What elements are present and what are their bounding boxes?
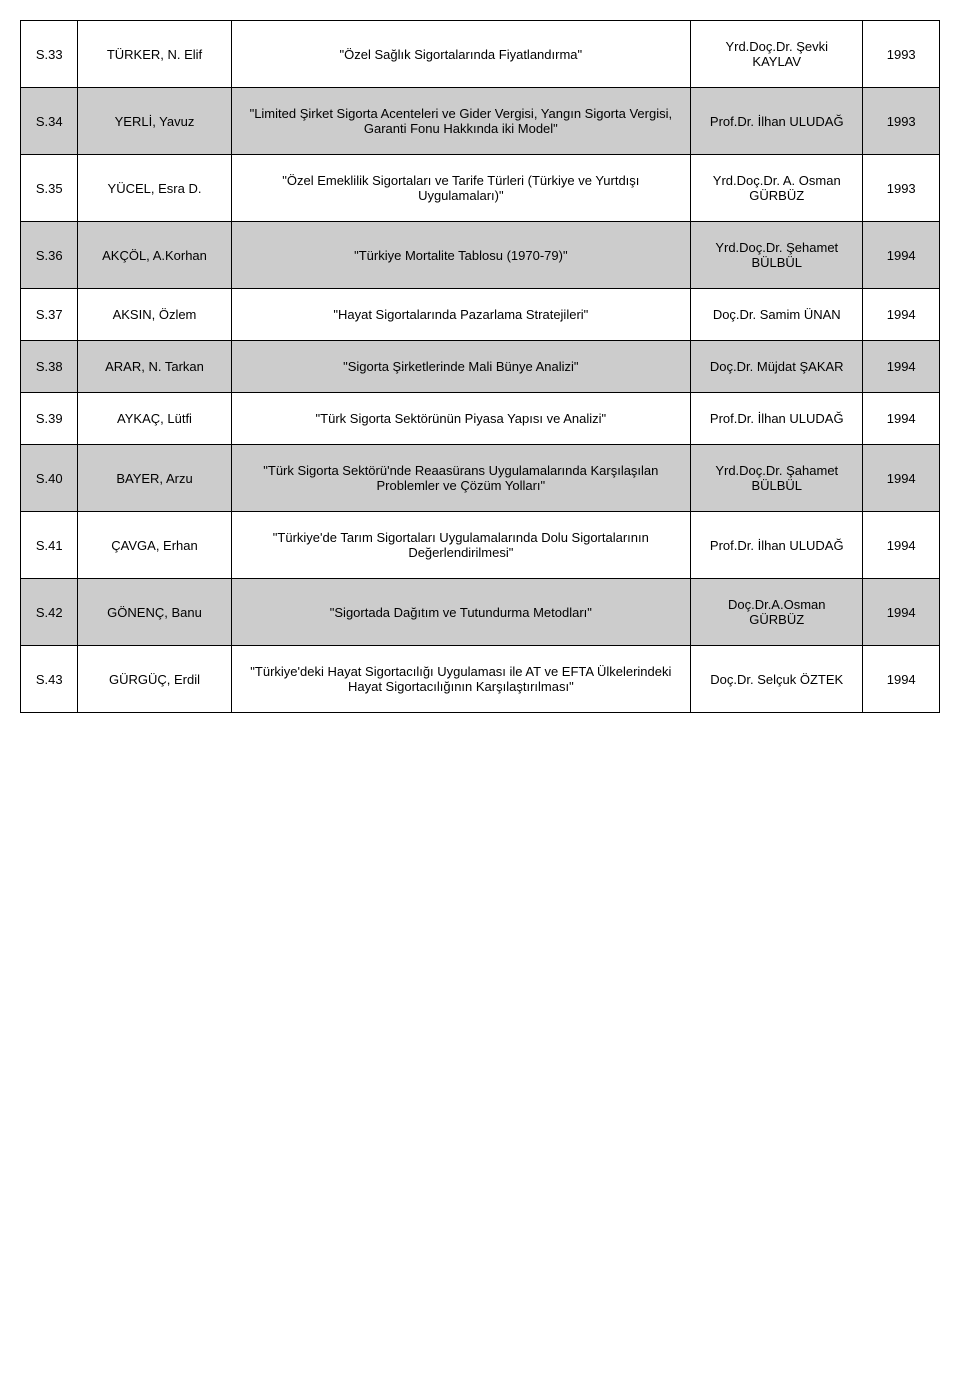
cell-title: "Limited Şirket Sigorta Acenteleri ve Gi… [231,88,691,155]
table-row: S.40BAYER, Arzu"Türk Sigorta Sektörü'nde… [21,445,940,512]
cell-year: 1994 [863,222,940,289]
cell-title: "Özel Emeklilik Sigortaları ve Tarife Tü… [231,155,691,222]
cell-year: 1993 [863,88,940,155]
cell-advisor: Yrd.Doç.Dr. Şahamet BÜLBÜL [691,445,863,512]
cell-title: "Hayat Sigortalarında Pazarlama Strateji… [231,289,691,341]
cell-id: S.36 [21,222,78,289]
cell-id: S.41 [21,512,78,579]
table-row: S.37AKSIN, Özlem"Hayat Sigortalarında Pa… [21,289,940,341]
cell-year: 1993 [863,155,940,222]
cell-title: "Türk Sigorta Sektörünün Piyasa Yapısı v… [231,393,691,445]
table-row: S.41ÇAVGA, Erhan"Türkiye'de Tarım Sigort… [21,512,940,579]
cell-id: S.35 [21,155,78,222]
cell-advisor: Yrd.Doç.Dr. Şehamet BÜLBÜL [691,222,863,289]
table-row: S.35YÜCEL, Esra D."Özel Emeklilik Sigort… [21,155,940,222]
table-row: S.42GÖNENÇ, Banu"Sigortada Dağıtım ve Tu… [21,579,940,646]
cell-title: "Sigortada Dağıtım ve Tutundurma Metodla… [231,579,691,646]
cell-advisor: Prof.Dr. İlhan ULUDAĞ [691,88,863,155]
cell-year: 1993 [863,21,940,88]
cell-title: "Türk Sigorta Sektörü'nde Reaasürans Uyg… [231,445,691,512]
cell-name: BAYER, Arzu [78,445,231,512]
cell-advisor: Yrd.Doç.Dr. Şevki KAYLAV [691,21,863,88]
cell-title: "Özel Sağlık Sigortalarında Fiyatlandırm… [231,21,691,88]
cell-name: TÜRKER, N. Elif [78,21,231,88]
cell-name: AYKAÇ, Lütfi [78,393,231,445]
cell-title: "Türkiye Mortalite Tablosu (1970-79)" [231,222,691,289]
cell-advisor: Doç.Dr.A.Osman GÜRBÜZ [691,579,863,646]
cell-name: YERLİ, Yavuz [78,88,231,155]
cell-name: ARAR, N. Tarkan [78,341,231,393]
cell-advisor: Prof.Dr. İlhan ULUDAĞ [691,512,863,579]
cell-year: 1994 [863,393,940,445]
cell-name: AKÇÖL, A.Korhan [78,222,231,289]
thesis-table: S.33TÜRKER, N. Elif"Özel Sağlık Sigortal… [20,20,940,713]
cell-year: 1994 [863,579,940,646]
table-row: S.34YERLİ, Yavuz"Limited Şirket Sigorta … [21,88,940,155]
cell-year: 1994 [863,341,940,393]
cell-id: S.40 [21,445,78,512]
cell-advisor: Yrd.Doç.Dr. A. Osman GÜRBÜZ [691,155,863,222]
cell-name: GÖNENÇ, Banu [78,579,231,646]
cell-advisor: Doç.Dr. Samim ÜNAN [691,289,863,341]
cell-advisor: Doç.Dr. Müjdat ŞAKAR [691,341,863,393]
cell-name: AKSIN, Özlem [78,289,231,341]
cell-id: S.38 [21,341,78,393]
cell-title: "Türkiye'de Tarım Sigortaları Uygulamala… [231,512,691,579]
cell-id: S.37 [21,289,78,341]
cell-year: 1994 [863,512,940,579]
cell-title: "Sigorta Şirketlerinde Mali Bünye Analiz… [231,341,691,393]
cell-year: 1994 [863,289,940,341]
table-row: S.36AKÇÖL, A.Korhan"Türkiye Mortalite Ta… [21,222,940,289]
cell-advisor: Prof.Dr. İlhan ULUDAĞ [691,393,863,445]
cell-id: S.42 [21,579,78,646]
table-row: S.39AYKAÇ, Lütfi"Türk Sigorta Sektörünün… [21,393,940,445]
cell-name: ÇAVGA, Erhan [78,512,231,579]
cell-id: S.34 [21,88,78,155]
cell-id: S.39 [21,393,78,445]
cell-name: YÜCEL, Esra D. [78,155,231,222]
cell-id: S.33 [21,21,78,88]
cell-advisor: Doç.Dr. Selçuk ÖZTEK [691,646,863,713]
cell-year: 1994 [863,646,940,713]
cell-year: 1994 [863,445,940,512]
cell-name: GÜRGÜÇ, Erdil [78,646,231,713]
table-row: S.38ARAR, N. Tarkan"Sigorta Şirketlerind… [21,341,940,393]
cell-id: S.43 [21,646,78,713]
table-row: S.43GÜRGÜÇ, Erdil"Türkiye'deki Hayat Sig… [21,646,940,713]
cell-title: "Türkiye'deki Hayat Sigortacılığı Uygula… [231,646,691,713]
table-row: S.33TÜRKER, N. Elif"Özel Sağlık Sigortal… [21,21,940,88]
